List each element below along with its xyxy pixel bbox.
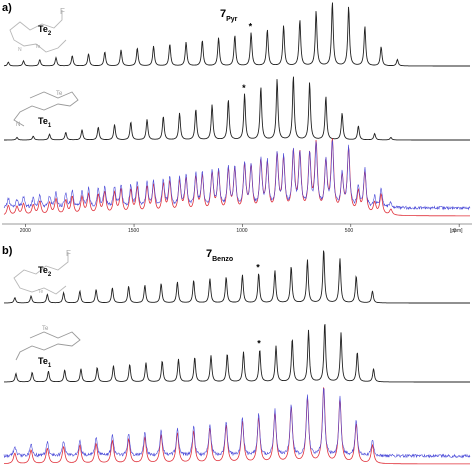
panel-a-spectrum-te1 [4,76,470,141]
panel-b-compound-label: 7Benzo [206,248,233,263]
specB3-red-trace [4,387,470,465]
panel-a-compound-label: 7Pyr [220,8,238,23]
specA3-red-trace [3,138,470,217]
panel-a-lower-atom-te: Te [56,91,63,97]
panel-b-upper-site-label: Te2 [38,265,52,278]
panel-a-axis-tick: 1500 [128,228,139,234]
specA1-trace [3,2,470,67]
specA2-trace [4,76,470,141]
panel-a-lower-structure: Te N [13,91,79,128]
panel-a-upper-atom-te: Te [35,44,41,50]
panel-a-spectrum-te2 [3,2,470,67]
panel-b-upper-structure: F Te [13,249,71,295]
panel-a-letter: a) [2,2,12,14]
panel-b-spectrum-te1 [4,324,470,383]
panel-a-upper-atom-n: N [18,47,22,53]
panel-b-upper-atom-f: F [66,249,71,258]
panel-b-lower-structure: Te [15,326,81,361]
panel-b-letter: b) [2,245,13,257]
panel-a-upper-site-label: Te2 [38,24,52,37]
panel-a-upper-atom-f: F [60,7,65,16]
panel-b-spectrum-te2 [4,250,470,304]
panel-a-lower-site-label: Te1 [38,116,52,129]
panel-a-axis-tick: 0 [453,228,456,234]
specB1-trace [4,250,470,304]
panel-a-axis-tick: 1000 [236,228,247,234]
panel-b-lower-site-label: Te1 [38,356,52,369]
specB3-blue-trace [3,388,471,459]
panel-a-lower-atom-n: N [16,122,20,128]
panel-a-ppm-axis: 2000 1500 1000 500 0 [ppm] [2,223,472,234]
panel-b-te1-asterisk: * [257,339,261,349]
specB2-trace [4,324,470,383]
panel-a-axis-unit: [ppm] [450,228,463,234]
panel-b-upper-atom-te: Te [38,289,44,295]
specA3-blue-trace [3,140,471,211]
panel-a-axis-tick: 2000 [20,228,31,234]
panel-b-spectrum-comparison [3,387,471,465]
panel-a-upper-structure: F Te N [9,7,67,53]
panel-b-lower-atom-te: Te [42,326,49,332]
panel-a-te1-asterisk: * [242,83,246,93]
panel-a-axis-tick: 500 [345,228,354,234]
panel-a-spectrum-comparison [3,138,471,217]
panel-b-te2-asterisk: * [256,262,260,272]
panel-a-te2-asterisk: * [249,22,253,32]
